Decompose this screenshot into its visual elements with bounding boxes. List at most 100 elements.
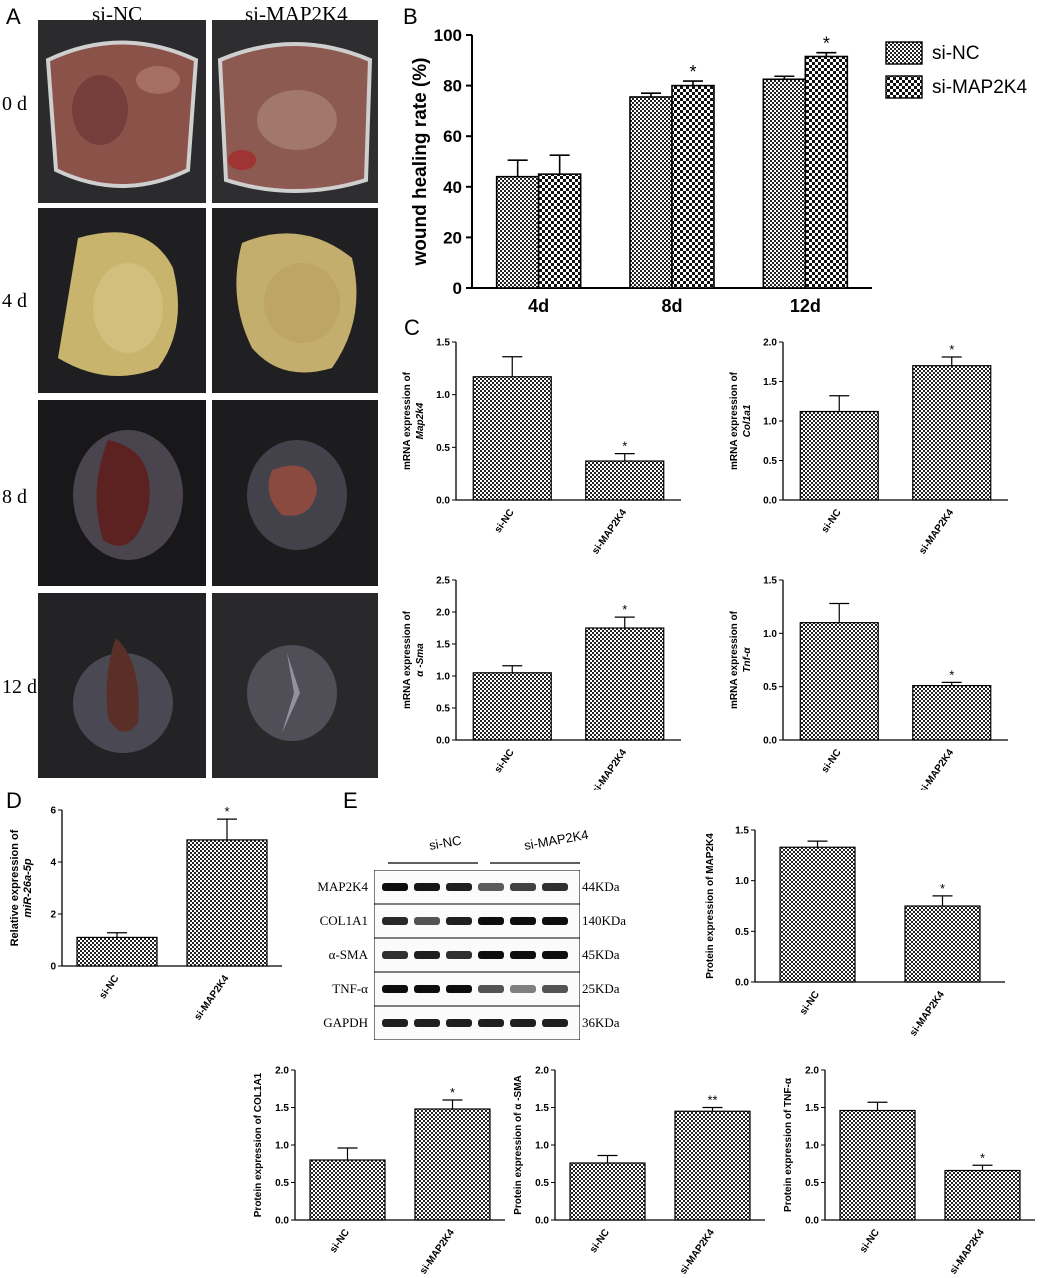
alpha-sma-mrna-chart: 0.0 0.5 1.0 1.5 2.0 2.5 mRNA expression of α -S… [402,576,681,790]
map2k4-protein-chart: 0.0 0.5 1.0 1.5 Protein expression of MAP2K4… [705,826,1005,1039]
wound-photo-12d-si-map2k4 [212,593,378,778]
blot-band [446,985,472,993]
blot-band [446,1019,472,1027]
photo-row-label-4d: 4 d [2,290,27,312]
y-tick-label: 0.5 [763,682,777,693]
x-tick-label: si-NC [798,989,822,1017]
significance-mark: * [622,602,627,617]
panel-b-letter: B [403,4,418,29]
blot-band [478,985,504,993]
blot-group-label-si-map2k4: si-MAP2K4 [523,827,590,853]
blot-protein-label: α-SMA [328,947,368,962]
blot-size-label: 25KDa [582,981,620,996]
blot-protein-label: TNF-α [332,981,368,996]
significance-mark: * [823,34,830,54]
y-tick-label: 60 [443,127,462,146]
y-tick-label: 0.5 [763,456,777,467]
bar [186,839,268,967]
y-tick-label: 1.5 [436,338,450,349]
y-tick-label: 1.0 [535,1141,549,1152]
bar-si-map2k4 [537,173,582,289]
bar-si-map2k4 [804,55,849,289]
legend-swatch [885,75,923,99]
bar [76,936,158,967]
mir-26a-5p-chart: 0 2 4 6 Relative expression of miR-26a-5p si-N… [9,804,282,1023]
x-tick-label: si-MAP2K4 [917,747,956,790]
blot-band [382,1019,408,1027]
bar [799,410,879,501]
y-tick-label: 1.5 [763,576,777,587]
significance-mark: * [224,804,229,819]
blot-size-label: 45KDa [582,947,620,962]
y-tick-label: 80 [443,77,462,96]
blot-protein-label: MAP2K4 [317,879,368,894]
x-tick-label: si-MAP2K4 [192,973,231,1022]
y-axis-label: Protein expression of COL1A1 [253,1072,264,1217]
bar [472,672,552,741]
blot-band [414,917,440,925]
bar [674,1110,751,1221]
x-tick-label: si-NC [820,507,844,535]
y-axis-label: mRNA expression of [402,371,413,470]
x-tick-label: si-NC [820,747,844,775]
bar [585,460,665,501]
blot-band [382,917,408,925]
y-tick-label: 1.5 [735,826,749,837]
y-tick-label: 2.0 [763,338,777,349]
blot-band [510,985,536,993]
blot-size-label: 36KDa [582,1015,620,1030]
blot-size-label: 140KDa [582,913,627,928]
y-tick-label: 0.0 [275,1216,289,1227]
x-tick-label: si-NC [328,1227,352,1255]
wound-photo-4d-si-nc [38,208,206,393]
bar [414,1108,491,1221]
blot-band [542,985,568,993]
panel-a-letter: A [6,4,21,29]
x-tick-label: si-MAP2K4 [590,747,629,790]
y-tick-label: 2.0 [275,1066,289,1077]
y-axis-label-gene: Tnf-α [742,647,753,673]
y-tick-label: 1.5 [535,1103,549,1114]
y-axis-label-gene: α -Sma [415,643,426,677]
blot-band [382,951,408,959]
x-tick-label: si-NC [588,1227,612,1255]
y-tick-label: 0.0 [535,1216,549,1227]
bar [799,622,879,741]
blot-band [446,883,472,891]
y-tick-label: 0.5 [275,1178,289,1189]
y-tick-label: 0.0 [763,496,777,507]
x-tick-label: si-MAP2K4 [948,1227,987,1275]
y-tick-label: 1.5 [436,640,450,651]
blot-band [542,1019,568,1027]
blot-band [478,883,504,891]
y-axis-label: Relative expression of [9,829,21,946]
y-tick-label: 1.0 [436,390,450,401]
blot-group-label-si-nc: si-NC [428,833,463,853]
y-axis-label: wound healing rate (%) [410,58,431,267]
significance-mark: ** [707,1093,717,1108]
y-tick-label: 0.0 [805,1216,819,1227]
blot-band [382,985,408,993]
y-tick-label: 100 [434,26,462,45]
tnf-alpha-protein-chart: 0.0 0.5 1.0 1.5 2.0 Protein expression of TNF… [783,1066,1035,1275]
blot-size-label: 44KDa [582,879,620,894]
y-axis-label: Protein expression of MAP2K4 [705,833,716,979]
blot-band [414,951,440,959]
significance-mark: * [940,881,945,896]
x-tick-label: si-NC [493,747,517,775]
x-tick-label: si-NC [97,973,121,1001]
panel-e-letter: E [343,788,358,813]
significance-mark: * [622,439,627,454]
x-tick-label: si-MAP2K4 [917,507,956,556]
map2k4-mrna-chart: 0.0 0.5 1.0 1.5 mRNA expression of Map2k4 si-N… [402,338,681,557]
y-tick-label: 2 [50,910,56,921]
photo-row-label-0d: 0 d [2,93,27,115]
y-tick-label: 0 [453,279,462,298]
y-axis-label: Protein expression of α -SMA [513,1075,524,1215]
blot-band [510,883,536,891]
legend-label: si-MAP2K4 [932,77,1027,98]
blot-band [510,1019,536,1027]
blot-band [478,1019,504,1027]
blot-band [478,951,504,959]
y-axis-label-gene: miR-26a-5p [22,858,34,918]
